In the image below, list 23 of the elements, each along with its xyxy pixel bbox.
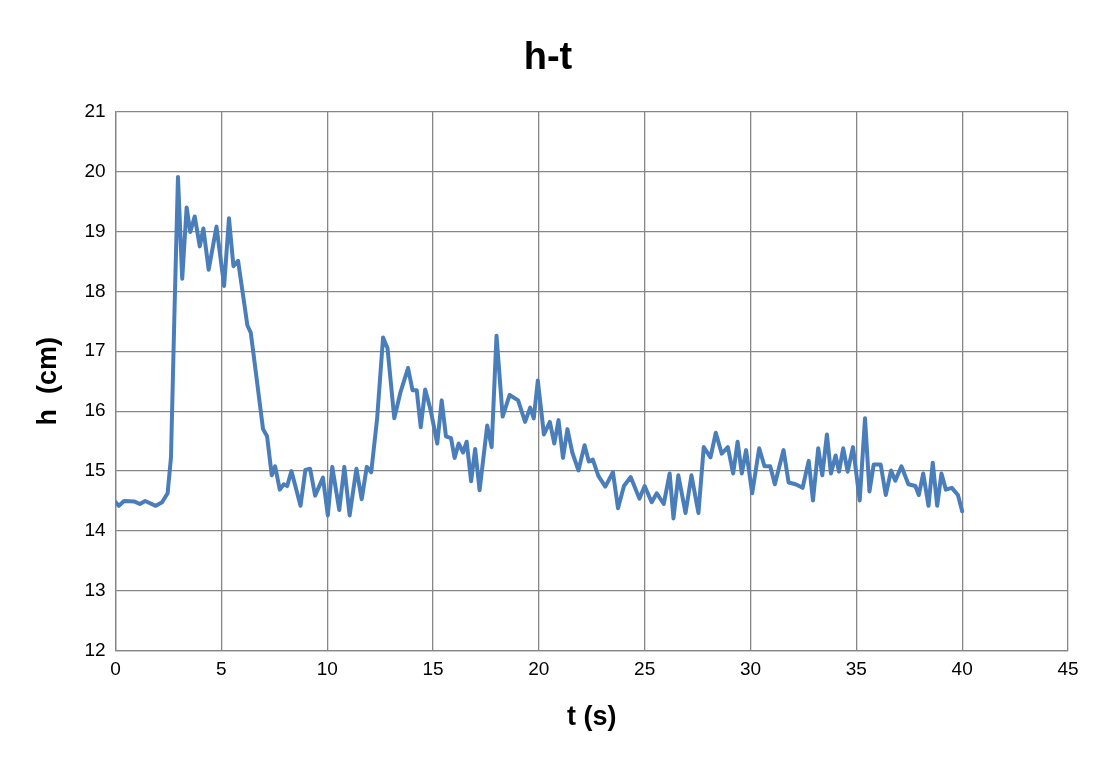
x-tick-label: 40 — [951, 658, 973, 680]
x-tick-label: 30 — [739, 658, 762, 680]
y-tick-label: 21 — [84, 99, 106, 121]
chart-title: h-t — [523, 35, 573, 78]
y-tick-label: 13 — [84, 579, 106, 601]
x-tick-label: 15 — [422, 658, 444, 680]
y-axis-title: h (cm) — [31, 336, 62, 426]
y-tick-label: 19 — [84, 219, 106, 241]
x-tick-label: 35 — [845, 658, 867, 680]
x-tick-label: 45 — [1057, 658, 1079, 680]
x-tick-label: 10 — [316, 658, 338, 680]
y-tick-label: 12 — [84, 639, 106, 661]
y-tick-label: 15 — [84, 459, 106, 481]
x-tick-label: 5 — [216, 658, 227, 680]
x-tick-label: 20 — [528, 658, 550, 680]
y-tick-label: 20 — [84, 159, 106, 181]
x-tick-label: 25 — [634, 658, 656, 680]
y-tick-label: 17 — [84, 339, 106, 361]
y-tick-label: 18 — [84, 279, 106, 301]
y-tick-label: 14 — [84, 519, 106, 541]
x-axis-title: t (s) — [567, 701, 617, 732]
y-tick-label: 16 — [84, 399, 106, 421]
x-tick-label: 0 — [110, 658, 121, 680]
